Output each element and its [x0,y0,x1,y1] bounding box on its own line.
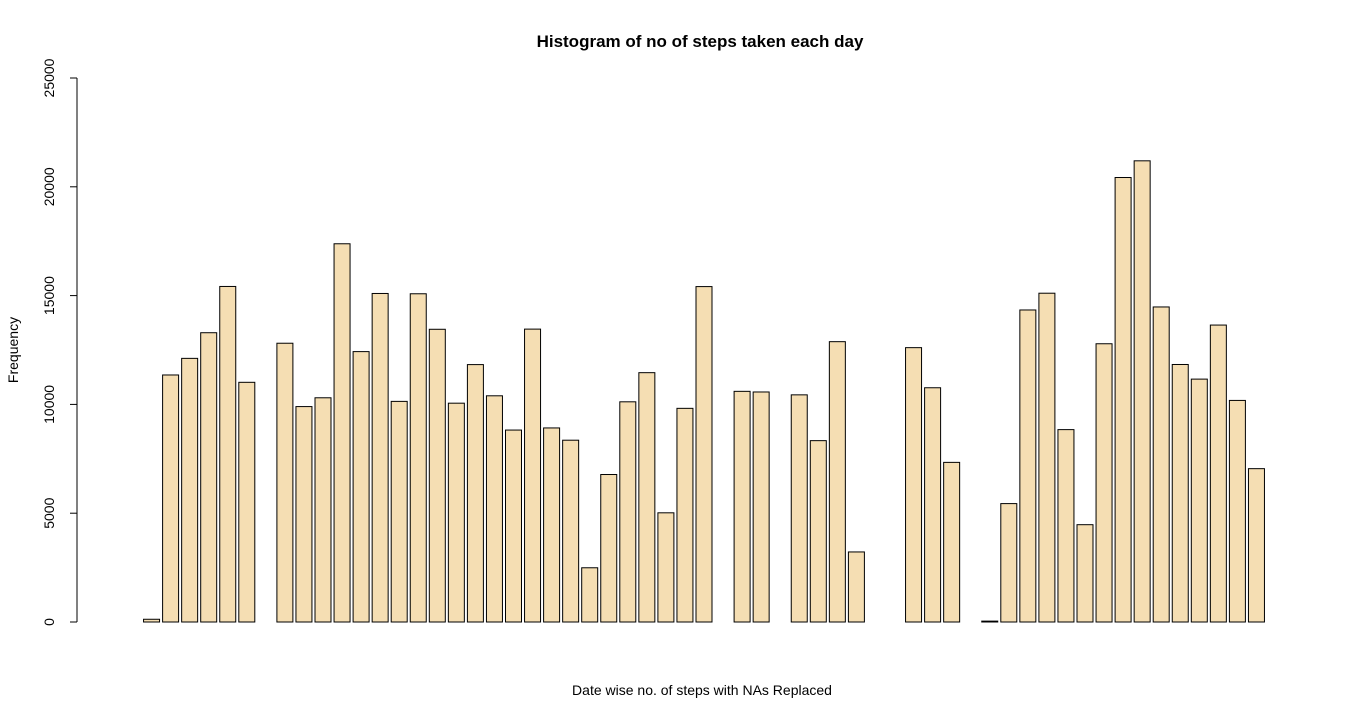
histogram-bar [409,293,427,623]
histogram-bar [1152,306,1170,623]
y-tick-label: 20000 [41,167,57,206]
histogram-bar [1057,429,1075,623]
histogram-bar [1171,363,1189,623]
histogram-bar [981,620,999,623]
histogram-bar [752,391,770,623]
histogram-bar [505,429,522,623]
histogram-bar [1000,503,1018,623]
histogram-bar [466,364,484,623]
histogram-bar [1076,524,1094,623]
histogram-bar [428,328,446,623]
histogram-bar [1133,160,1151,623]
histogram-bar [847,551,865,623]
y-axis-label: Frequency [5,317,21,383]
histogram-bar [1114,177,1132,623]
histogram-bar [390,400,408,623]
histogram-bar [924,387,942,623]
histogram-bar [162,374,180,623]
y-tick-label: 0 [41,618,57,626]
histogram-bar [943,461,961,623]
histogram-bar [181,357,199,623]
y-tick-label: 15000 [41,276,57,315]
histogram-bar [314,397,332,623]
histogram-bar [1038,292,1056,623]
histogram-bar [695,286,713,623]
histogram-bar [657,512,675,623]
histogram-bar [524,328,542,623]
histogram-bar [1095,343,1113,623]
histogram-bar [295,406,313,623]
histogram-bar [1228,399,1246,623]
histogram-bar [1247,468,1265,623]
histogram-bar [200,332,218,623]
y-tick-label: 5000 [41,497,57,528]
histogram-bar [276,342,294,623]
histogram-bar [219,285,237,623]
histogram-bar [581,567,599,623]
histogram-bar [143,618,161,623]
chart-title: Histogram of no of steps taken each day [537,32,864,51]
histogram-bar [447,402,465,623]
histogram-bar [1190,378,1208,623]
histogram-bar [562,439,580,623]
histogram-bar [733,390,751,623]
histogram-bar [638,372,656,623]
histogram-bar [905,347,923,623]
x-axis-label: Date wise no. of steps with NAs Replaced [572,682,832,698]
bars-group [143,160,1265,623]
y-tick-label: 25000 [41,58,57,97]
histogram-bar [1019,309,1037,623]
histogram-bar [371,292,389,623]
histogram-bar [1209,324,1227,623]
histogram-bar [828,341,846,623]
histogram-bar [352,351,370,623]
histogram-bar [485,395,503,623]
y-tick-label: 10000 [41,385,57,424]
histogram-bar [790,394,808,623]
histogram-bar [543,427,561,623]
histogram-bar [238,381,256,623]
histogram-bar [676,407,694,623]
histogram-bar [809,440,827,623]
y-axis: 0 5000 10000 15000 20000 25000 [41,58,78,626]
histogram-bar [619,401,637,623]
histogram-bar [600,474,618,623]
histogram-bar [333,243,351,623]
